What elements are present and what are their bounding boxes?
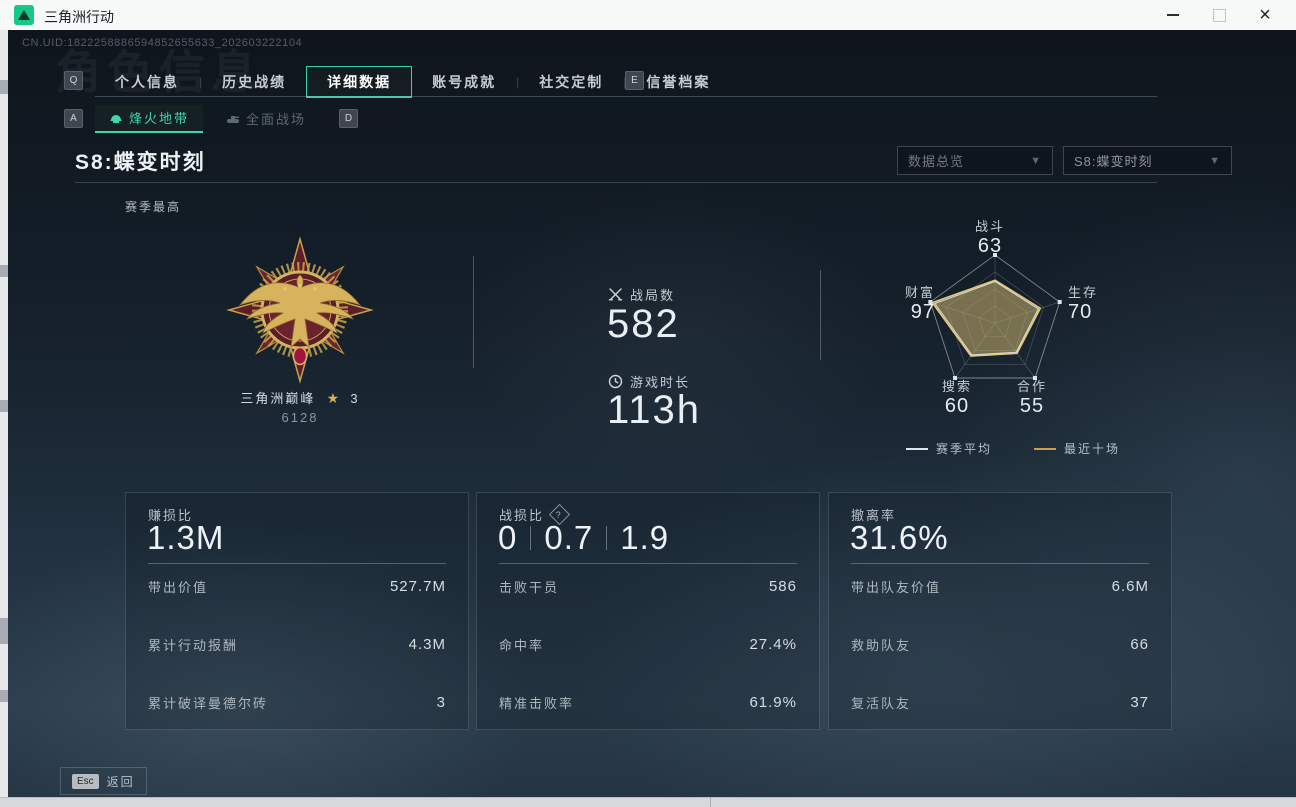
mode-tab-bar: 烽火地带 全面战场 D xyxy=(95,104,359,133)
medal-score: 6128 xyxy=(281,410,319,425)
radar-axis-wealth: 财富 97 xyxy=(904,285,935,323)
card-title: 撤离率 xyxy=(851,508,897,523)
tab-underline xyxy=(95,96,1157,97)
season-underline xyxy=(75,182,1157,183)
back-button[interactable]: Esc 返回 xyxy=(60,767,147,795)
crossed-swords-icon xyxy=(608,288,623,301)
background-window-left-sliver xyxy=(0,30,8,797)
playtime-value: 113h xyxy=(607,388,702,432)
tab-personal-info[interactable]: 个人信息 xyxy=(115,74,179,90)
stat-row: 带出队友价值 6.6M xyxy=(851,578,1149,595)
window-titlebar: 三角洲行动 × xyxy=(0,0,1296,31)
tab-reputation[interactable]: 信誉档案 xyxy=(646,74,711,90)
svg-text:★: ★ xyxy=(297,282,303,290)
maximize-button[interactable] xyxy=(1196,0,1242,30)
radar-axis-combat: 战斗 63 xyxy=(974,219,1005,257)
tab-history[interactable]: 历史战绩 xyxy=(222,74,287,90)
medal-name: 三角洲巅峰 ★ 3 xyxy=(240,390,360,406)
star-icon: ★ xyxy=(326,390,340,406)
playtime-label: 游戏时长 xyxy=(608,372,690,391)
stat-row: 累计行动报酬 4.3M xyxy=(148,636,446,653)
stat-row: 命中率 27.4% xyxy=(499,636,797,653)
key-hint-e: E xyxy=(625,71,644,90)
stat-row: 复活队友 37 xyxy=(851,694,1149,711)
data-scope-dropdown[interactable]: 数据总览 ▼ xyxy=(897,146,1053,175)
card-value: 0 0.7 1.9 xyxy=(498,519,670,556)
season-dropdown[interactable]: S8:蝶变时刻 ▼ xyxy=(1063,146,1232,175)
battlefield-icon xyxy=(227,115,240,123)
legend-season-average: 赛季平均 xyxy=(906,440,992,457)
rank-medal-image: ★ ★ ★ xyxy=(226,236,374,384)
battles-label: 战局数 xyxy=(608,285,675,304)
stat-row: 累计破译曼德尔砖 3 xyxy=(148,694,446,711)
tab-separator: | xyxy=(516,75,520,89)
key-hint-d: D xyxy=(339,109,359,128)
close-button[interactable]: × xyxy=(1259,4,1271,26)
legend-line-icon xyxy=(1034,447,1057,450)
card-divider xyxy=(851,563,1149,564)
stat-row: 带出价值 527.7M xyxy=(148,578,446,595)
stat-row: 击败干员 586 xyxy=(499,578,797,595)
season-title: S8:蝶变时刻 xyxy=(75,151,206,174)
season-best-label: 赛季最高 xyxy=(125,200,182,214)
clock-icon xyxy=(608,374,623,389)
radar-axis-cooperation: 合作 55 xyxy=(1016,379,1047,417)
tab-social[interactable]: 社交定制 xyxy=(539,74,604,90)
app-logo-icon xyxy=(14,5,34,25)
watermark-text: 角色信息 xyxy=(55,46,263,98)
radar-axis-survival: 生存 70 xyxy=(1068,285,1099,323)
card-title: 赚损比 xyxy=(148,508,194,523)
subtab-battlefield[interactable]: 全面战场 xyxy=(212,106,320,132)
main-tab-bar: 个人信息 | 历史战绩 详细数据 账号成就 | 社交定制 | 信誉档案 xyxy=(95,66,730,98)
background-window-bottom-sliver xyxy=(0,797,1296,807)
stat-row: 精准击败率 61.9% xyxy=(499,694,797,711)
stats-radar-chart xyxy=(928,253,1062,381)
svg-text:★: ★ xyxy=(282,285,288,293)
tab-separator: | xyxy=(199,75,203,89)
game-window: 角色信息 CN.UID:1822258886594852655633_20260… xyxy=(8,30,1296,797)
card-extraction-rate: 撤离率 31.6% 带出队友价值 6.6M 救助队友 66 复活队友 37 xyxy=(828,492,1172,730)
stat-row: 救助队友 66 xyxy=(851,636,1149,653)
card-value: 31.6% xyxy=(850,519,949,556)
tab-detailed-data[interactable]: 详细数据 xyxy=(306,66,413,98)
radar-axis-search: 搜索 60 xyxy=(941,379,972,417)
tab-achievements[interactable]: 账号成就 xyxy=(432,74,497,90)
chevron-down-icon: ▼ xyxy=(1030,154,1042,167)
esc-key-badge: Esc xyxy=(72,773,99,789)
radar-legend: 赛季平均 最近十场 xyxy=(906,440,1120,457)
section-divider xyxy=(473,256,474,368)
key-hint-a: A xyxy=(64,109,83,128)
chevron-down-icon: ▼ xyxy=(1209,154,1221,167)
window-title: 三角洲行动 xyxy=(44,9,114,25)
subtab-hazard-zone[interactable]: 烽火地带 xyxy=(95,104,204,133)
card-divider xyxy=(499,563,797,564)
section-divider xyxy=(820,270,821,360)
legend-line-icon xyxy=(906,447,928,450)
key-hint-q: Q xyxy=(64,71,83,90)
background-window-divider xyxy=(710,797,711,807)
uid-text: CN.UID:1822258886594852655633_2026032221… xyxy=(22,37,303,49)
svg-text:★: ★ xyxy=(312,285,318,293)
battles-value: 582 xyxy=(607,302,680,346)
card-divider xyxy=(148,563,446,564)
card-value: 1.3M xyxy=(147,519,225,556)
legend-last-ten: 最近十场 xyxy=(1034,440,1120,457)
helmet-icon xyxy=(110,114,122,123)
minimize-button[interactable] xyxy=(1150,0,1196,30)
card-profit-loss: 赚损比 1.3M 带出价值 527.7M 累计行动报酬 4.3M 累计破译曼德尔砖 3 xyxy=(125,492,469,730)
card-kd-ratio: 战损比 ? 0 0.7 1.9 击败干员 586 命中率 27.4% 精准击败率 61… xyxy=(476,492,820,730)
tab-separator: | xyxy=(623,75,626,89)
card-title: 战损比 ? xyxy=(499,503,571,526)
